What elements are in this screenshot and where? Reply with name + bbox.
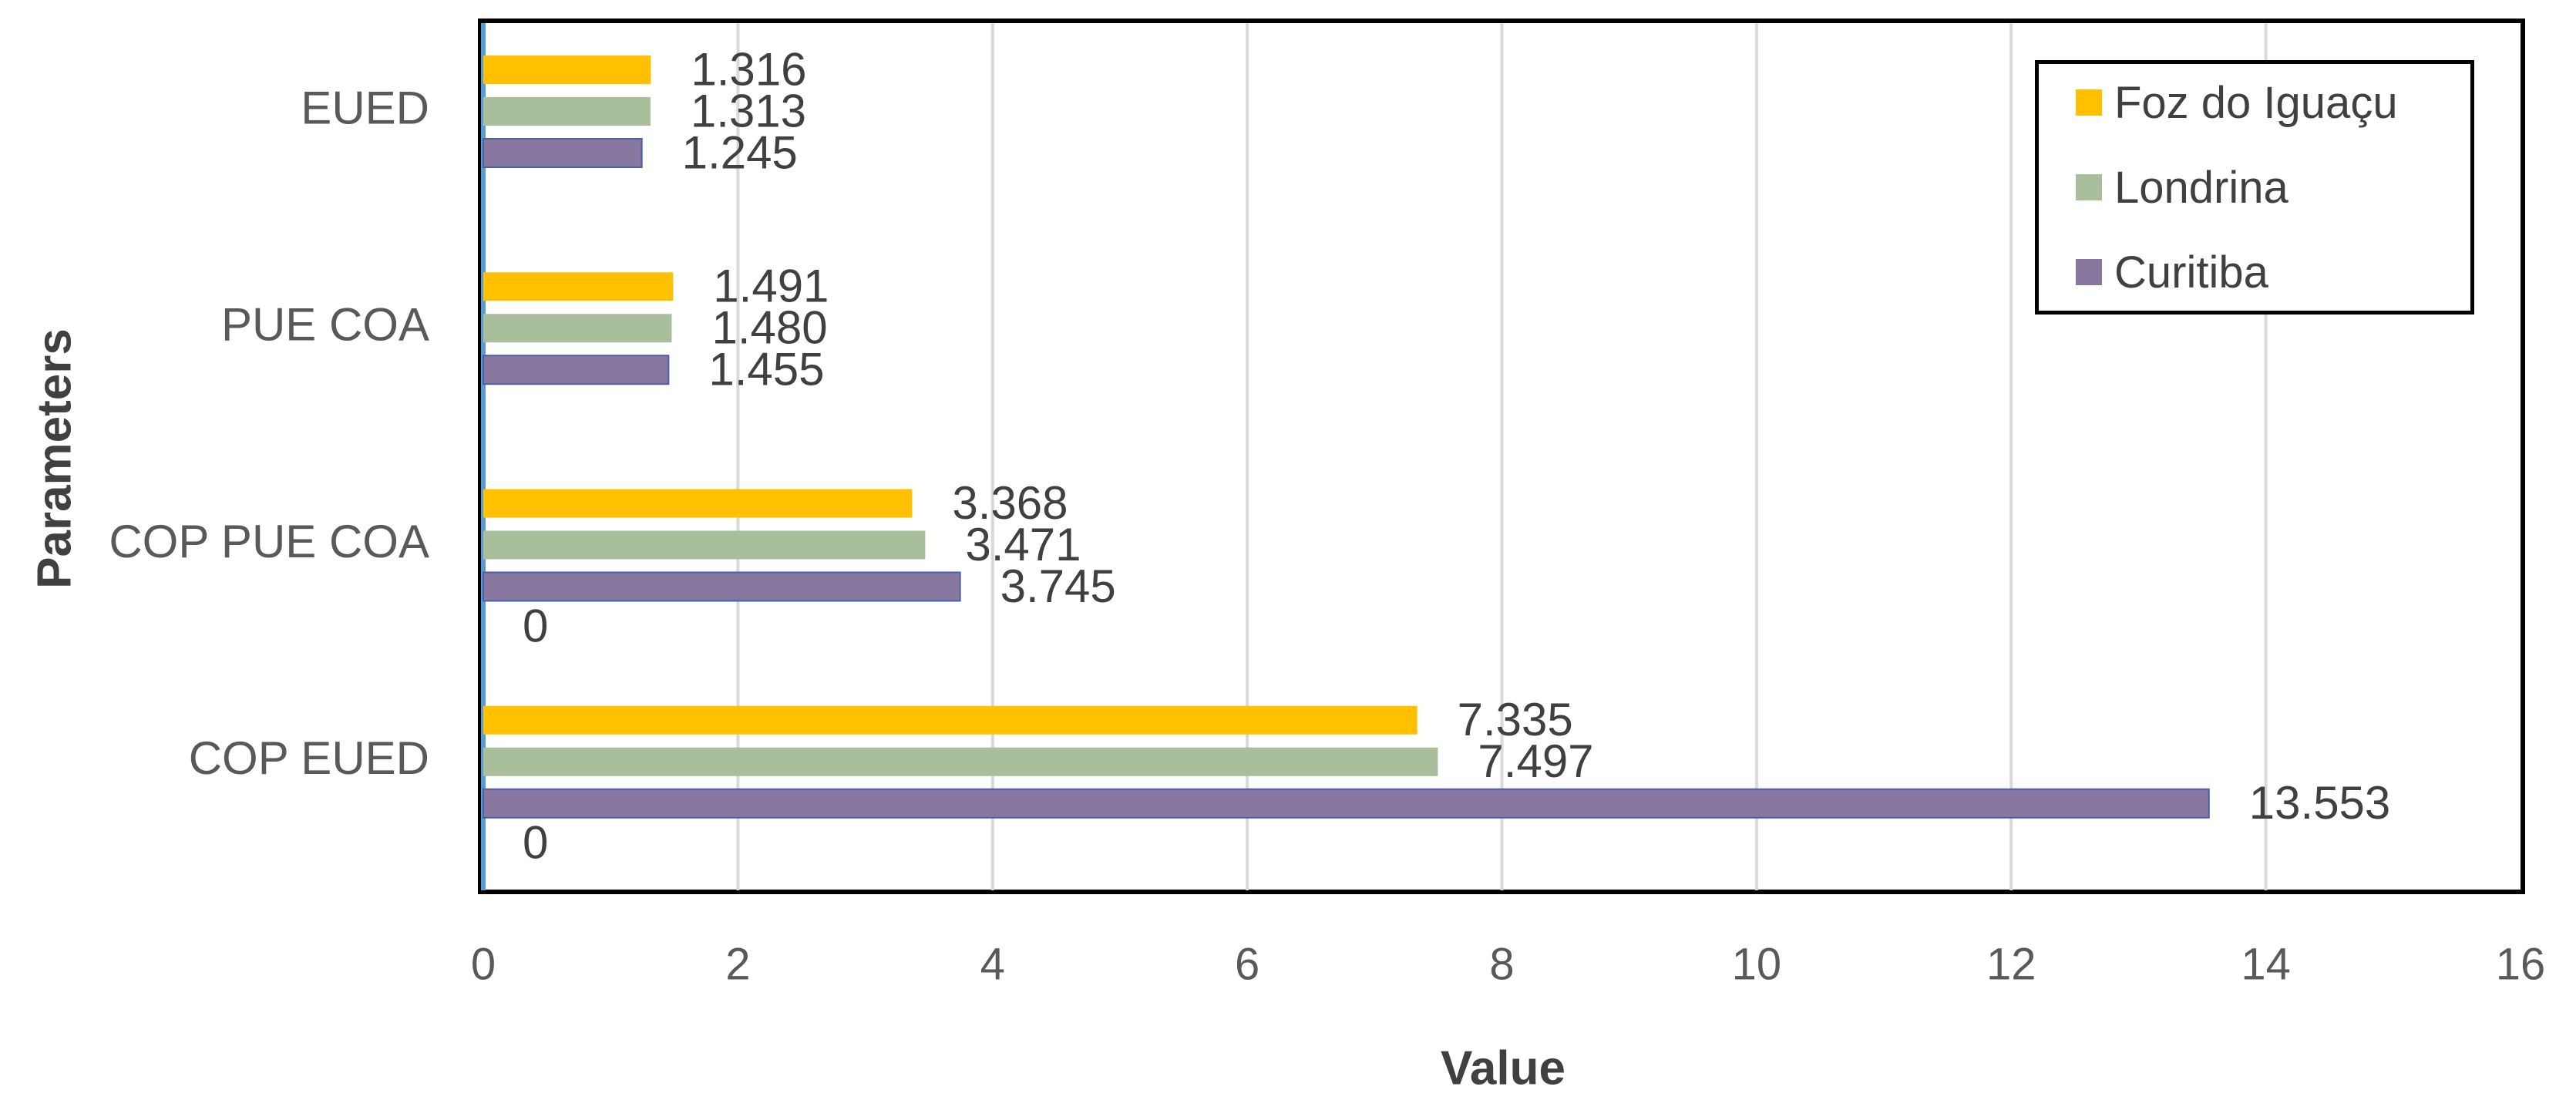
x-tick-label: 10 bbox=[1732, 939, 1782, 989]
bar-value-label: 3.368 bbox=[952, 477, 1068, 529]
x-axis-title: Value bbox=[1441, 1041, 1565, 1095]
plot-border bbox=[478, 19, 2525, 894]
bar-value-label: 1.491 bbox=[713, 261, 829, 312]
category-label: COP EUED bbox=[189, 732, 429, 784]
zero-label: 0 bbox=[523, 817, 548, 869]
bar bbox=[483, 138, 643, 168]
bar-value-label: 7.335 bbox=[1458, 694, 1573, 745]
bar-value-label: 7.497 bbox=[1478, 735, 1593, 787]
bar-value-label: 3.745 bbox=[1000, 560, 1116, 612]
category-label: EUED bbox=[301, 82, 429, 133]
y-axis-title: Parameters bbox=[28, 328, 81, 589]
x-tick-labels: 0 2 4 6 8 10 12 14 16 bbox=[471, 939, 2545, 989]
bar bbox=[483, 97, 651, 126]
bar bbox=[483, 489, 913, 518]
bars bbox=[483, 56, 2210, 819]
category-label: COP PUE COA bbox=[109, 516, 429, 567]
x-tick-label: 0 bbox=[471, 939, 496, 989]
bar bbox=[483, 56, 651, 84]
x-tick-label: 14 bbox=[2241, 939, 2291, 989]
bar-value-label: 1.455 bbox=[708, 344, 824, 395]
legend-label: Londrina bbox=[2114, 162, 2288, 213]
x-tick-label: 6 bbox=[1235, 939, 1259, 989]
bar-value-label: 1.313 bbox=[691, 85, 806, 136]
legend-label: Curitiba bbox=[2114, 247, 2268, 298]
bar-value-label: 1.245 bbox=[682, 126, 798, 178]
legend-swatch bbox=[2076, 174, 2102, 200]
category-label: PUE COA bbox=[221, 299, 429, 351]
bar bbox=[483, 314, 672, 343]
bar bbox=[483, 530, 926, 560]
category-labels: EUED PUE COA COP PUE COA COP EUED bbox=[109, 82, 429, 784]
bar-value-label: 13.553 bbox=[2249, 777, 2391, 829]
x-tick-label: 4 bbox=[980, 939, 1005, 989]
bar bbox=[483, 747, 1438, 776]
legend-item: Curitiba bbox=[2076, 247, 2268, 298]
grid-lines bbox=[736, 23, 2268, 890]
bar-value-label: 3.471 bbox=[965, 519, 1081, 570]
bar-value-label: 1.480 bbox=[711, 302, 827, 354]
legend-swatch bbox=[2076, 89, 2102, 116]
legend: Foz do Iguaçu Londrina Curitiba bbox=[2035, 60, 2474, 315]
bar bbox=[483, 272, 674, 301]
x-tick-label: 16 bbox=[2496, 939, 2546, 989]
bar bbox=[483, 571, 961, 602]
legend-item: Foz do Iguaçu bbox=[2076, 77, 2398, 128]
legend-item: Londrina bbox=[2076, 163, 2288, 213]
bar-value-label: 1.316 bbox=[691, 43, 806, 95]
bar bbox=[483, 788, 2210, 819]
bar bbox=[483, 355, 670, 385]
x-tick-label: 8 bbox=[1489, 939, 1514, 989]
zero-label: 0 bbox=[523, 600, 548, 651]
bar bbox=[483, 705, 1417, 735]
legend-swatch bbox=[2076, 259, 2102, 285]
x-tick-label: 12 bbox=[1986, 939, 2036, 989]
x-tick-label: 2 bbox=[725, 939, 750, 989]
legend-label: Foz do Iguaçu bbox=[2114, 77, 2398, 128]
